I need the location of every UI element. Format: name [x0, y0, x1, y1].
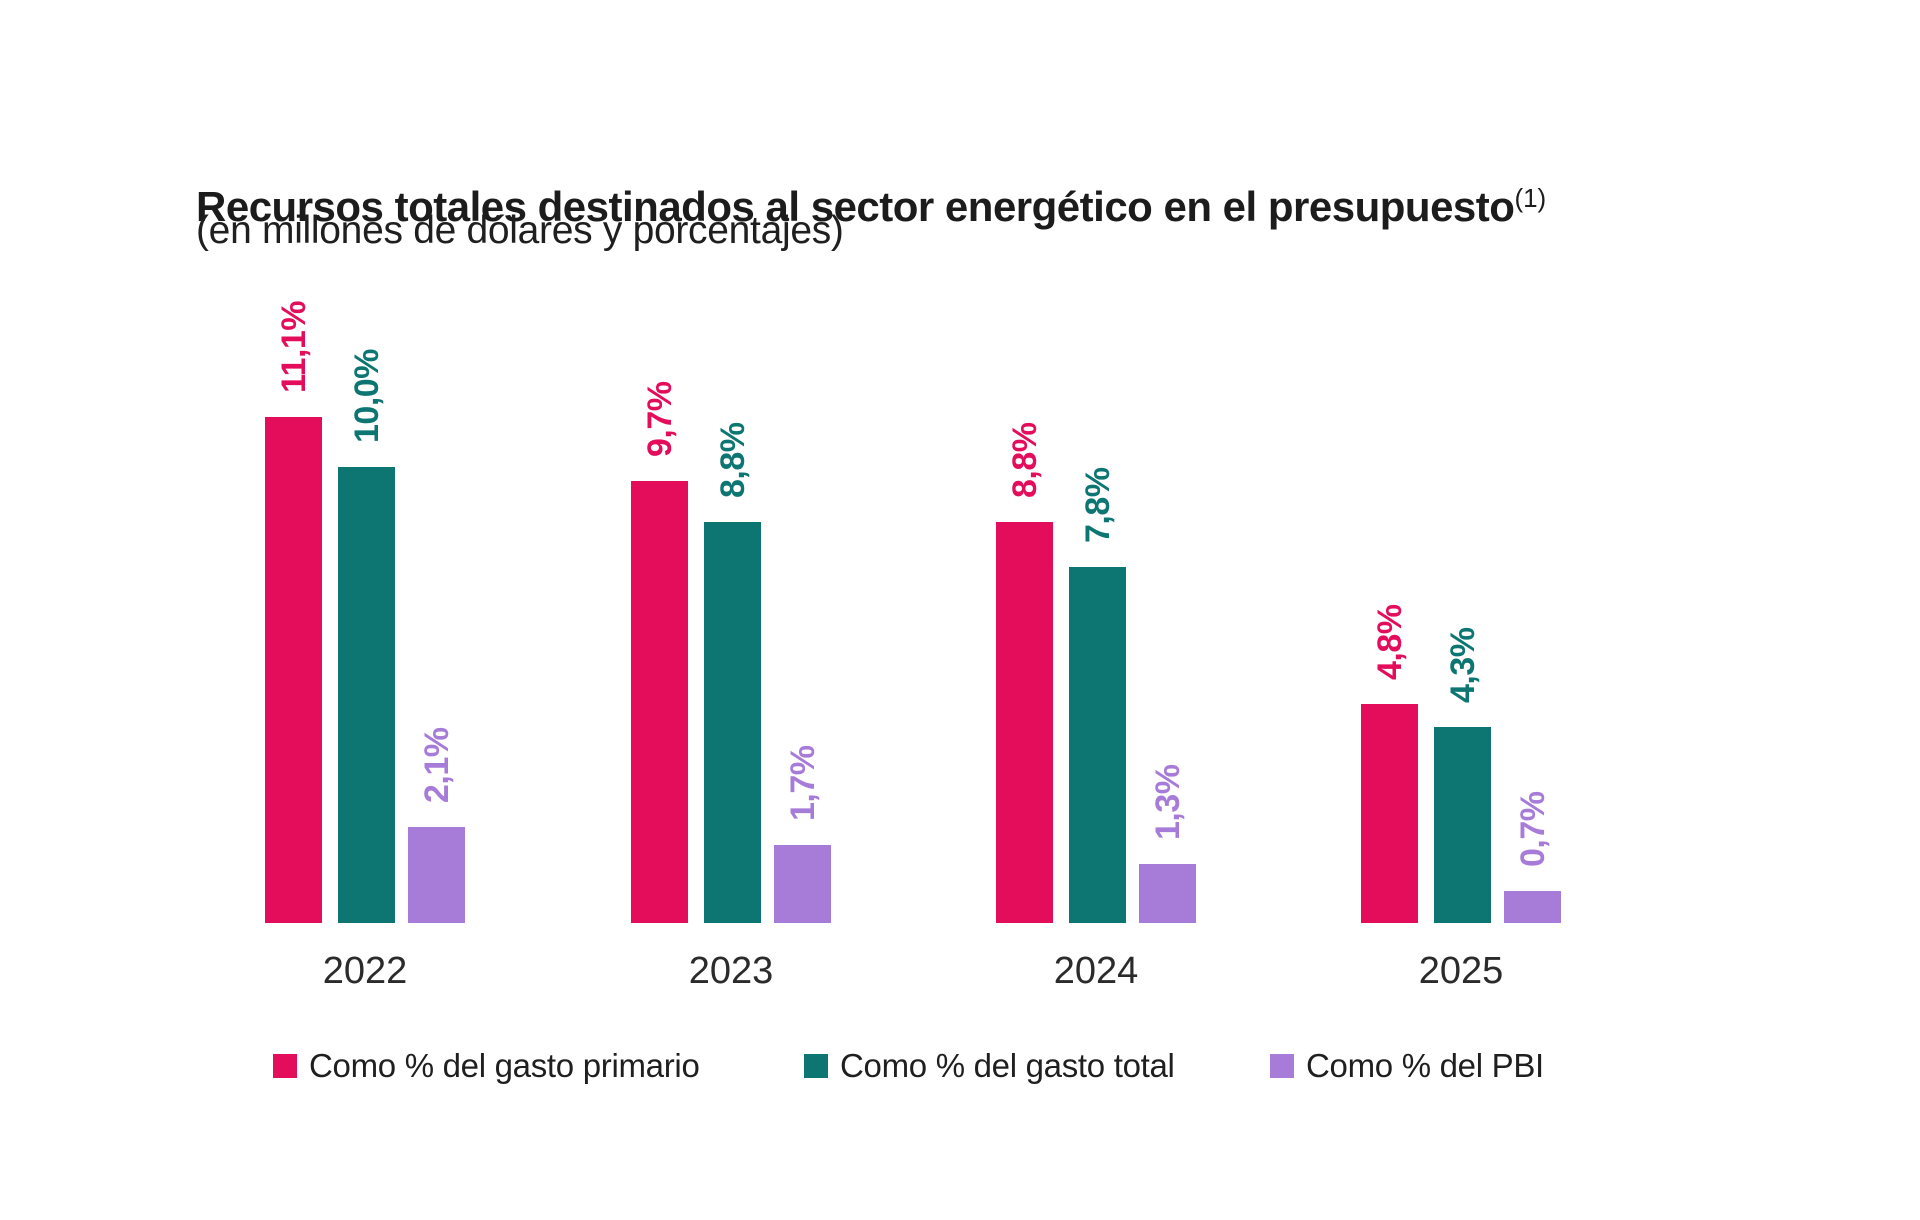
bar-value-label-2025-como-del-gasto-total: 4,3%: [1443, 627, 1482, 704]
chart-title-footnote-marker: (1): [1514, 183, 1547, 214]
category-label-2024: 2024: [1053, 950, 1139, 992]
bar-2022-como-del-pbi: [408, 827, 465, 923]
bar-value-label-2025-como-del-pbi: 0,7%: [1513, 791, 1552, 868]
category-label-2023: 2023: [688, 950, 774, 992]
bar-value-label-2022-como-del-gasto-total: 10,0%: [347, 349, 386, 443]
bar-2025-como-del-gasto-primario: [1361, 704, 1418, 923]
legend-label: Como % del PBI: [1306, 1047, 1544, 1084]
bar-2024-como-del-gasto-primario: [996, 522, 1053, 923]
bar-value-label-2023-como-del-gasto-primario: 9,7%: [640, 381, 679, 458]
chart-subtitle: (en millones de dólares y porcentajes): [196, 209, 844, 252]
bar-value-label-2022-como-del-gasto-primario: 11,1%: [274, 300, 313, 393]
legend-swatch-icon: [804, 1054, 828, 1078]
legend-swatch-icon: [273, 1054, 297, 1078]
legend-swatch-icon: [1270, 1054, 1294, 1078]
legend: Como % del gasto primario Como % del gast…: [0, 1046, 1920, 1090]
chart-title-text: Recursos totales destinados al sector en…: [196, 183, 1515, 231]
bar-2023-como-del-gasto-total: [704, 522, 761, 923]
bar-value-label-2024-como-del-gasto-primario: 8,8%: [1005, 422, 1044, 499]
bar-2022-como-del-gasto-primario: [265, 417, 322, 923]
bar-2024-como-del-gasto-total: [1069, 567, 1126, 923]
bar-2025-como-del-gasto-total: [1434, 727, 1491, 923]
chart-title: Recursos totales destinados al sector en…: [196, 184, 1546, 230]
bar-value-label-2022-como-del-pbi: 2,1%: [417, 727, 456, 804]
legend-label: Como % del gasto total: [840, 1047, 1175, 1084]
bar-value-label-2023-como-del-gasto-total: 8,8%: [713, 422, 752, 499]
bar-value-label-2025-como-del-gasto-primario: 4,8%: [1370, 604, 1409, 681]
legend-item-como-del-gasto-total: Como % del gasto total: [804, 1046, 1175, 1086]
bar-2023-como-del-pbi: [774, 845, 831, 923]
bar-value-label-2023-como-del-pbi: 1,7%: [783, 745, 822, 822]
legend-item-como-del-pbi: Como % del PBI: [1270, 1046, 1544, 1086]
legend-label: Como % del gasto primario: [309, 1047, 700, 1084]
bar-2022-como-del-gasto-total: [338, 467, 395, 923]
bar-2024-como-del-pbi: [1139, 864, 1196, 923]
category-label-2025: 2025: [1418, 950, 1504, 992]
bar-value-label-2024-como-del-pbi: 1,3%: [1148, 764, 1187, 841]
category-label-2022: 2022: [322, 950, 408, 992]
bar-value-label-2024-como-del-gasto-total: 7,8%: [1078, 467, 1117, 544]
bar-2025-como-del-pbi: [1504, 891, 1561, 923]
bar-2023-como-del-gasto-primario: [631, 481, 688, 923]
legend-item-como-del-gasto-primario: Como % del gasto primario: [273, 1046, 700, 1086]
